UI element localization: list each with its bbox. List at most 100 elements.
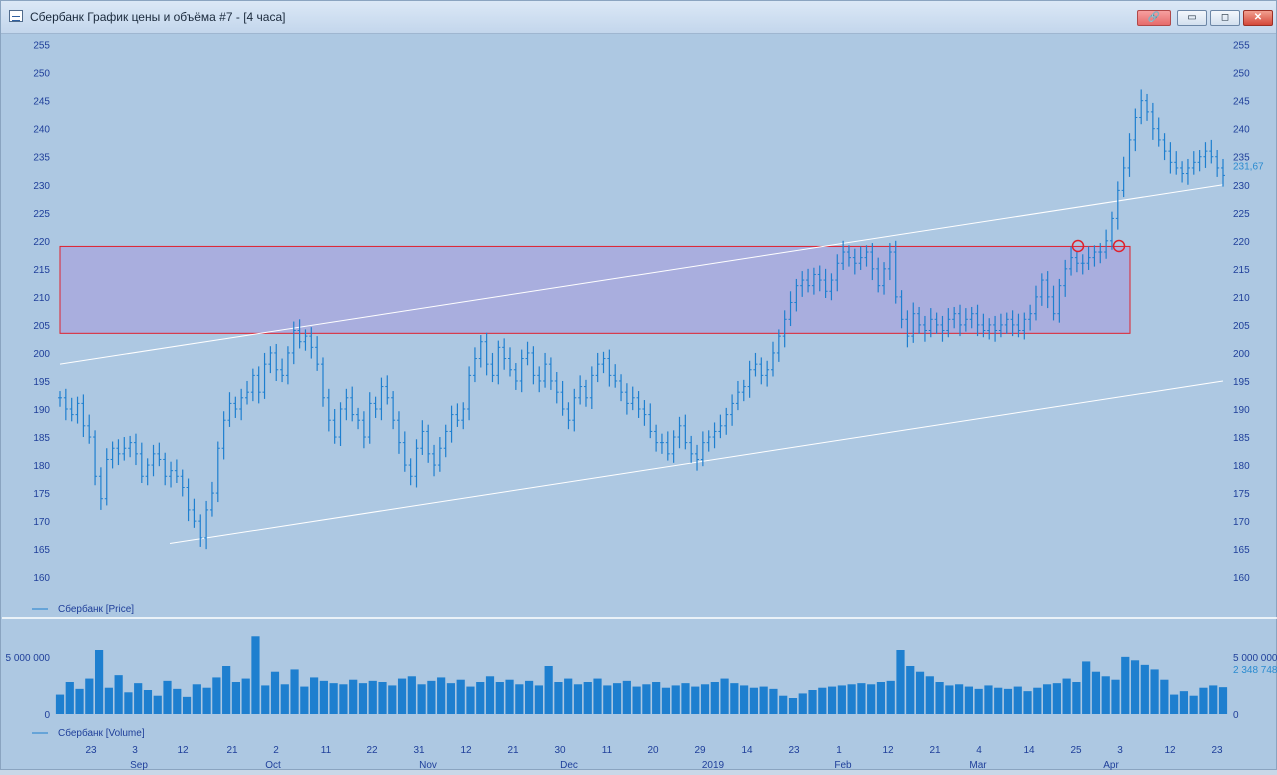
price-tick-left: 160 <box>33 573 50 584</box>
x-day-label: 25 <box>1070 745 1082 756</box>
price-tick-left: 175 <box>33 489 50 500</box>
volume-tick-right: 5 000 000 <box>1233 653 1277 664</box>
volume-bar <box>349 680 357 714</box>
support-band <box>60 246 1130 333</box>
price-tick-right: 170 <box>1233 517 1250 528</box>
x-month-label: Nov <box>419 760 437 770</box>
price-tick-left: 190 <box>33 405 50 416</box>
volume-bar <box>105 688 113 714</box>
x-day-label: 23 <box>85 745 97 756</box>
x-month-label: Dec <box>560 760 578 770</box>
volume-bar <box>838 685 846 714</box>
volume-bar <box>779 696 787 714</box>
volume-last-value: 2 348 748 <box>1233 665 1277 676</box>
maximize-button[interactable]: ◻ <box>1210 10 1240 26</box>
price-tick-left: 195 <box>33 377 50 388</box>
minimize-button[interactable]: ▭ <box>1177 10 1207 26</box>
x-month-label: 2019 <box>702 760 725 770</box>
price-tick-right: 255 <box>1233 41 1250 52</box>
volume-bar <box>85 679 93 714</box>
x-day-label: 20 <box>647 745 659 756</box>
link-button[interactable]: 🔗 <box>1137 10 1171 26</box>
x-day-label: 11 <box>321 745 332 756</box>
x-day-label: 2 <box>273 745 279 756</box>
volume-bar <box>965 687 973 714</box>
volume-bar <box>378 682 386 714</box>
volume-bar <box>330 683 338 714</box>
volume-bar <box>760 687 768 714</box>
volume-bar <box>691 687 699 714</box>
x-day-label: 14 <box>1023 745 1035 756</box>
volume-bar <box>1111 680 1119 714</box>
volume-bar <box>945 685 953 714</box>
volume-bar <box>359 683 367 714</box>
volume-bar <box>457 680 465 714</box>
price-tick-left: 240 <box>33 125 50 136</box>
price-tick-left: 220 <box>33 237 50 248</box>
volume-bar <box>505 680 513 714</box>
volume-bar <box>242 679 250 714</box>
close-button[interactable]: ✕ <box>1243 10 1273 26</box>
x-day-label: 12 <box>460 745 472 756</box>
x-day-label: 1 <box>836 745 842 756</box>
x-day-label: 30 <box>554 745 566 756</box>
volume-bar <box>935 682 943 714</box>
price-tick-right: 250 <box>1233 69 1250 80</box>
price-tick-right: 200 <box>1233 349 1250 360</box>
volume-bar <box>1180 691 1188 714</box>
price-tick-right: 205 <box>1233 321 1250 332</box>
x-day-label: 4 <box>976 745 982 756</box>
volume-bar <box>652 682 660 714</box>
volume-bar <box>1014 687 1022 714</box>
volume-bar <box>828 687 836 714</box>
volume-bar <box>388 685 396 714</box>
volume-bar <box>222 666 230 714</box>
volume-bar <box>877 682 885 714</box>
volume-bar <box>1082 661 1090 714</box>
volume-bar <box>574 684 582 714</box>
volume-bar <box>1219 687 1227 714</box>
price-tick-right: 185 <box>1233 433 1250 444</box>
volume-bar <box>867 684 875 714</box>
volume-bar <box>848 684 856 714</box>
volume-bar <box>1190 696 1198 714</box>
volume-bar <box>203 688 211 714</box>
volume-bar <box>476 682 484 714</box>
volume-bar <box>1043 684 1051 714</box>
volume-bar <box>261 685 269 714</box>
volume-bar <box>95 650 103 714</box>
volume-legend-label: Сбербанк [Volume] <box>58 727 145 739</box>
x-day-label: 21 <box>507 745 519 756</box>
volume-bar <box>789 698 797 714</box>
volume-bar <box>1092 672 1100 714</box>
price-tick-right: 190 <box>1233 405 1250 416</box>
volume-bar <box>857 683 865 714</box>
volume-bar <box>56 695 64 714</box>
volume-bar <box>173 689 181 714</box>
volume-bar <box>1023 691 1031 714</box>
price-tick-right: 245 <box>1233 97 1250 108</box>
volume-bar <box>994 688 1002 714</box>
price-tick-left: 235 <box>33 153 50 164</box>
volume-bar <box>613 683 621 714</box>
volume-bar <box>955 684 963 714</box>
volume-bar <box>681 683 689 714</box>
volume-bar <box>750 688 758 714</box>
price-legend-label: Сбербанк [Price] <box>58 603 134 615</box>
price-tick-left: 205 <box>33 321 50 332</box>
volume-bar <box>887 681 895 714</box>
volume-bar <box>290 669 298 714</box>
volume-tick-left: 5 000 000 <box>6 653 51 664</box>
volume-bar <box>398 679 406 714</box>
price-tick-left: 165 <box>33 545 50 556</box>
title-bar[interactable]: Сбербанк График цены и объёма #7 - [4 ча… <box>1 1 1276 34</box>
price-tick-right: 220 <box>1233 237 1250 248</box>
price-tick-left: 185 <box>33 433 50 444</box>
price-tick-right: 210 <box>1233 293 1250 304</box>
volume-bar <box>720 679 728 714</box>
